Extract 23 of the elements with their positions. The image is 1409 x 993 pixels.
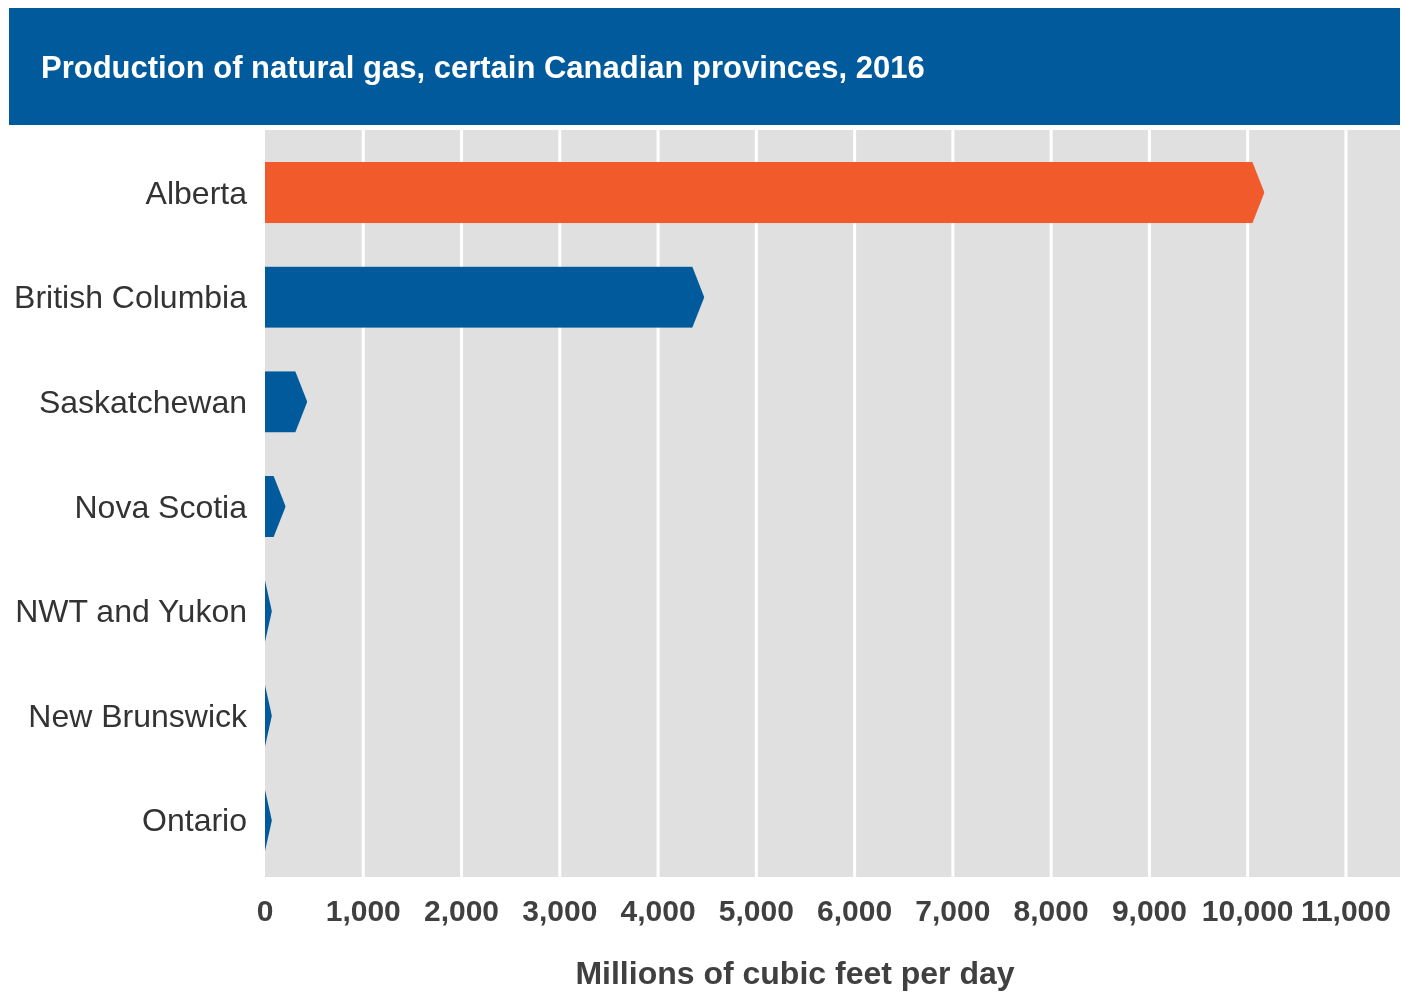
x-tick-label: 3,000 bbox=[522, 894, 598, 927]
x-tick-label: 5,000 bbox=[718, 894, 794, 927]
x-tick-label: 1,000 bbox=[325, 894, 401, 927]
y-tick-label: British Columbia bbox=[14, 279, 248, 316]
y-tick-label: NWT and Yukon bbox=[15, 593, 247, 630]
x-tick-label: 10,000 bbox=[1201, 894, 1294, 927]
y-tick-label: Ontario bbox=[142, 802, 247, 839]
x-tick-label: 0 bbox=[256, 894, 274, 927]
x-tick-label: 6,000 bbox=[817, 894, 893, 927]
y-tick-label: New Brunswick bbox=[28, 697, 248, 734]
x-axis-title: Millions of cubic feet per day bbox=[575, 955, 1015, 991]
y-tick-label: Alberta bbox=[145, 174, 248, 211]
y-tick-label: Saskatchewan bbox=[38, 383, 247, 420]
bar bbox=[265, 266, 705, 328]
x-tick-label: 4,000 bbox=[620, 894, 696, 927]
x-tick-label: 8,000 bbox=[1013, 894, 1089, 927]
y-tick-label: Nova Scotia bbox=[74, 488, 248, 525]
chart-title: Production of natural gas, certain Canadian provinces, 2016 bbox=[41, 50, 925, 85]
x-tick-label: 2,000 bbox=[424, 894, 500, 927]
x-tick-label: 11,000 bbox=[1300, 894, 1392, 927]
x-tick-label: 9,000 bbox=[1111, 894, 1187, 927]
x-tick-label: 7,000 bbox=[915, 894, 991, 927]
bar bbox=[265, 161, 1265, 224]
